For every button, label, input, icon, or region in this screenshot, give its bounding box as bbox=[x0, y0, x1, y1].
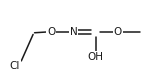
Text: OH: OH bbox=[88, 52, 103, 62]
Text: O: O bbox=[47, 27, 56, 37]
Text: Cl: Cl bbox=[10, 60, 20, 71]
Text: N: N bbox=[70, 27, 77, 37]
Text: O: O bbox=[113, 27, 122, 37]
